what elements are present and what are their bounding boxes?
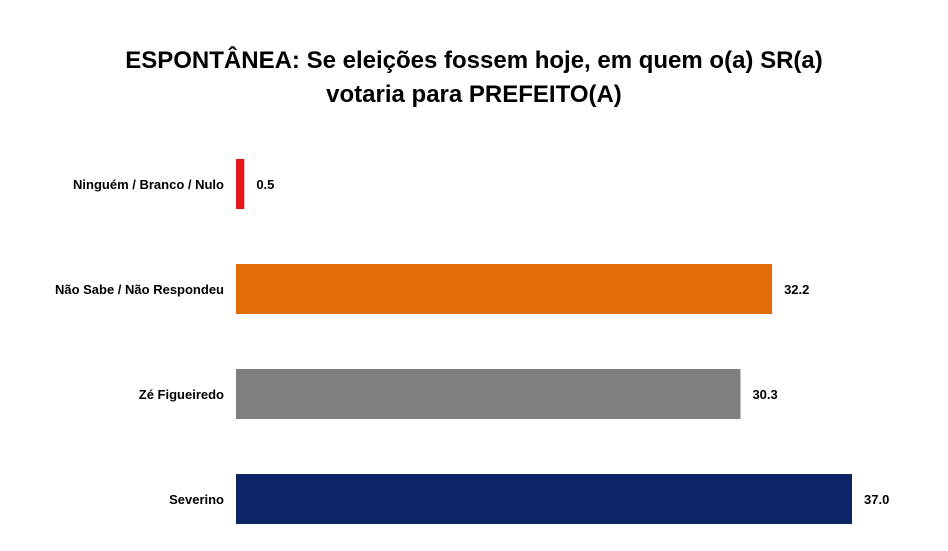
value-label-2: 30.3 [752, 387, 777, 402]
bar-2 [236, 369, 741, 419]
chart-title-line-1: ESPONTÂNEA: Se eleições fossem hoje, em … [125, 47, 823, 74]
category-label-3: Severino [169, 492, 224, 507]
category-label-0: Ninguém / Branco / Nulo [73, 177, 224, 192]
bar-0 [236, 159, 245, 209]
category-label-1: Não Sabe / Não Respondeu [55, 282, 224, 297]
value-label-3: 37.0 [864, 492, 889, 507]
bar-3 [236, 474, 852, 524]
bar-1 [236, 264, 773, 314]
chart-title: ESPONTÂNEA: Se eleições fossem hoje, em … [0, 44, 948, 112]
category-label-2: Zé Figueiredo [139, 387, 224, 402]
chart-title-line-2: votaria para PREFEITO(A) [326, 81, 622, 108]
value-label-1: 32.2 [784, 282, 809, 297]
value-label-0: 0.5 [256, 177, 274, 192]
